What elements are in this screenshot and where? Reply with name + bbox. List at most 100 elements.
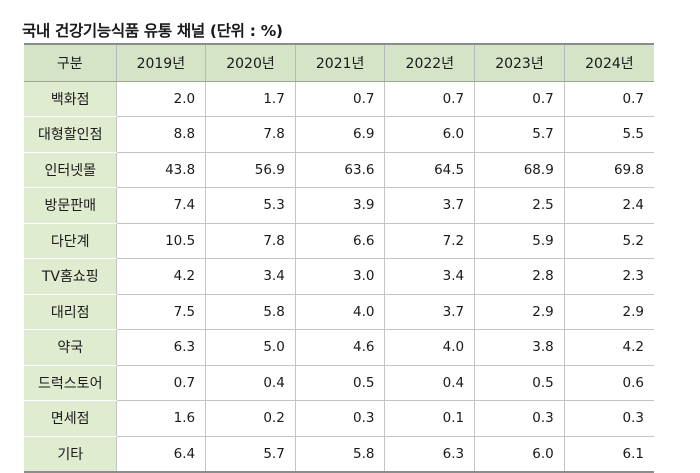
table-title: 국내 건강기능식품 유통 채널 (단위 : %) (22, 22, 283, 40)
table-cell: 3.4 (205, 258, 296, 295)
table-cell: 1.7 (205, 81, 296, 117)
row-label: 드럭스토어 (24, 365, 116, 401)
table-cell: 3.9 (294, 187, 385, 224)
table-row: 인터넷몰 43.8 56.9 63.6 64.5 68.9 69.8 (24, 152, 654, 188)
table-cell: 2.0 (115, 81, 206, 117)
table-cell: 3.8 (474, 329, 565, 366)
distribution-channel-table: 구분 2019년 2020년 2021년 2022년 2023년 2024년 백… (24, 43, 654, 473)
table-cell: 7.5 (115, 294, 206, 330)
table-cell: 0.5 (294, 365, 385, 401)
table-cell: 4.2 (115, 258, 206, 295)
table-row: 면세점 1.6 0.2 0.3 0.1 0.3 0.3 (24, 400, 654, 437)
table-cell: 2.5 (474, 187, 565, 224)
table-cell: 69.8 (563, 152, 654, 188)
header-year-2021: 2021년 (294, 43, 385, 82)
table-row: 기타 6.4 5.7 5.8 6.3 6.0 6.1 (24, 436, 654, 473)
table-header-row: 구분 2019년 2020년 2021년 2022년 2023년 2024년 (24, 43, 654, 82)
table-cell: 7.4 (115, 187, 206, 224)
table-cell: 6.0 (384, 116, 475, 153)
table-cell: 0.3 (474, 400, 565, 437)
header-year-2024: 2024년 (563, 43, 654, 82)
table-cell: 43.8 (115, 152, 206, 188)
table-cell: 0.7 (115, 365, 206, 401)
header-category: 구분 (24, 43, 116, 82)
table-cell: 68.9 (474, 152, 565, 188)
table-cell: 0.7 (563, 81, 654, 117)
table-row: 다단계 10.5 7.8 6.6 7.2 5.9 5.2 (24, 223, 654, 259)
table-cell: 56.9 (205, 152, 296, 188)
table-cell: 5.7 (474, 116, 565, 153)
table-row: 약국 6.3 5.0 4.6 4.0 3.8 4.2 (24, 329, 654, 366)
row-label: 대리점 (24, 294, 116, 330)
table-cell: 63.6 (294, 152, 385, 188)
row-label: 다단계 (24, 223, 116, 259)
table-row: 대형할인점 8.8 7.8 6.9 6.0 5.7 5.5 (24, 116, 654, 153)
table-cell: 0.3 (563, 400, 654, 437)
table-cell: 2.9 (563, 294, 654, 330)
table-cell: 6.9 (294, 116, 385, 153)
table-cell: 64.5 (384, 152, 475, 188)
table-row: 대리점 7.5 5.8 4.0 3.7 2.9 2.9 (24, 294, 654, 330)
table-cell: 7.8 (205, 223, 296, 259)
table-cell: 6.0 (474, 436, 565, 473)
table-cell: 6.1 (563, 436, 654, 473)
table-cell: 0.1 (384, 400, 475, 437)
header-year-2019: 2019년 (115, 43, 206, 82)
distribution-channel-table-container: 구분 2019년 2020년 2021년 2022년 2023년 2024년 백… (24, 43, 654, 473)
table-row: 백화점 2.0 1.7 0.7 0.7 0.7 0.7 (24, 81, 654, 117)
table-cell: 8.8 (115, 116, 206, 153)
table-cell: 10.5 (115, 223, 206, 259)
table-row: TV홈쇼핑 4.2 3.4 3.0 3.4 2.8 2.3 (24, 258, 654, 295)
table-cell: 3.7 (384, 294, 475, 330)
table-cell: 0.7 (294, 81, 385, 117)
table-cell: 5.0 (205, 329, 296, 366)
table-cell: 5.3 (205, 187, 296, 224)
table-row: 드럭스토어 0.7 0.4 0.5 0.4 0.5 0.6 (24, 365, 654, 401)
table-cell: 5.9 (474, 223, 565, 259)
table-cell: 0.6 (563, 365, 654, 401)
row-label: 대형할인점 (24, 116, 116, 153)
table-cell: 5.8 (294, 436, 385, 473)
table-cell: 1.6 (115, 400, 206, 437)
table-cell: 3.0 (294, 258, 385, 295)
table-cell: 7.8 (205, 116, 296, 153)
row-label: 인터넷몰 (24, 152, 116, 188)
table-cell: 3.7 (384, 187, 475, 224)
table-cell: 6.4 (115, 436, 206, 473)
table-cell: 6.3 (384, 436, 475, 473)
row-label: 방문판매 (24, 187, 116, 224)
header-year-2020: 2020년 (205, 43, 296, 82)
table-cell: 5.7 (205, 436, 296, 473)
row-label: 면세점 (24, 400, 116, 437)
table-cell: 4.6 (294, 329, 385, 366)
table-cell: 2.3 (563, 258, 654, 295)
table-cell: 0.4 (205, 365, 296, 401)
header-year-2023: 2023년 (474, 43, 565, 82)
row-label: 기타 (24, 436, 116, 473)
table-cell: 7.2 (384, 223, 475, 259)
header-year-2022: 2022년 (384, 43, 475, 82)
table-cell: 3.4 (384, 258, 475, 295)
table-cell: 0.7 (384, 81, 475, 117)
table-cell: 4.0 (294, 294, 385, 330)
table-body: 백화점 2.0 1.7 0.7 0.7 0.7 0.7 대형할인점 8.8 7.8 6.9 6.0 5.… (24, 81, 654, 473)
table-cell: 2.8 (474, 258, 565, 295)
row-label: TV홈쇼핑 (24, 258, 116, 295)
table-cell: 0.4 (384, 365, 475, 401)
table-row: 방문판매 7.4 5.3 3.9 3.7 2.5 2.4 (24, 187, 654, 224)
table-cell: 5.8 (205, 294, 296, 330)
table-cell: 2.4 (563, 187, 654, 224)
table-cell: 4.0 (384, 329, 475, 366)
table-cell: 5.5 (563, 116, 654, 153)
table-cell: 0.3 (294, 400, 385, 437)
table-cell: 5.2 (563, 223, 654, 259)
table-cell: 6.6 (294, 223, 385, 259)
table-cell: 6.3 (115, 329, 206, 366)
table-cell: 0.2 (205, 400, 296, 437)
row-label: 약국 (24, 329, 116, 366)
table-cell: 0.5 (474, 365, 565, 401)
table-cell: 4.2 (563, 329, 654, 366)
table-cell: 0.7 (474, 81, 565, 117)
row-label: 백화점 (24, 81, 116, 117)
table-cell: 2.9 (474, 294, 565, 330)
